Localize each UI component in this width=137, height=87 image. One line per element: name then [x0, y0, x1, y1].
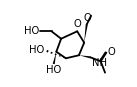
Text: O: O [83, 13, 91, 23]
Text: HO: HO [29, 45, 45, 55]
Text: HO: HO [24, 26, 40, 36]
Text: O: O [108, 47, 115, 57]
Text: HO: HO [46, 65, 61, 75]
Polygon shape [79, 55, 91, 58]
Polygon shape [53, 52, 56, 64]
Text: O: O [74, 19, 81, 29]
Polygon shape [84, 24, 88, 43]
Text: NH: NH [92, 58, 107, 68]
